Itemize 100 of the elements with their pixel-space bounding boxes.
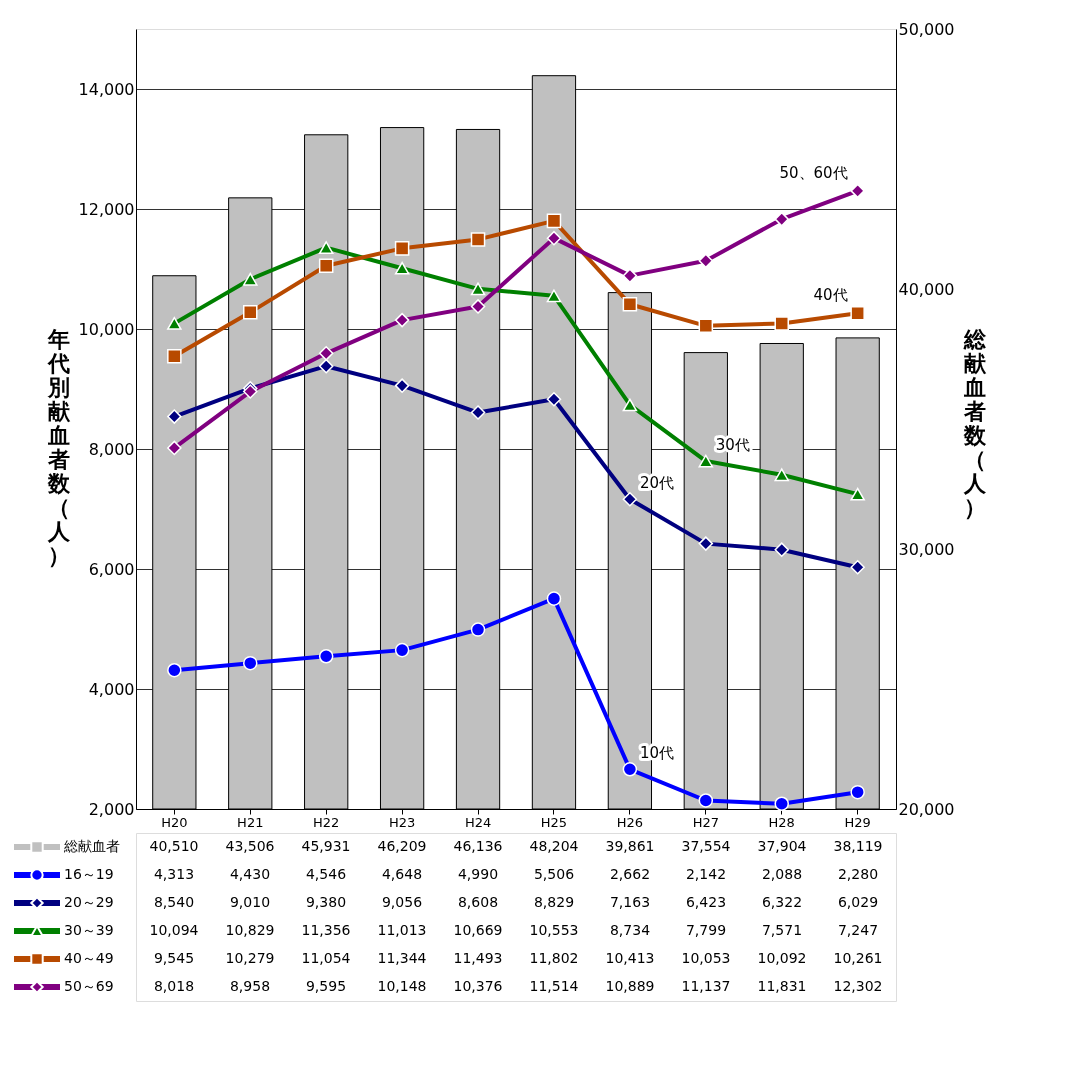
point	[243, 655, 258, 671]
data-label: 4,990	[457, 866, 499, 882]
data-label: 5,506	[533, 866, 575, 882]
y-tick-label: 14,000	[78, 79, 135, 99]
data-label: 6,029	[837, 894, 879, 910]
y2-tick-label: 50,000	[898, 19, 955, 39]
point	[318, 258, 334, 274]
data-label: 8,829	[533, 894, 575, 910]
legend-label: 20～29	[64, 894, 114, 910]
data-label: 45,931	[301, 838, 351, 854]
data-label: 8,734	[609, 922, 651, 938]
point	[394, 261, 410, 275]
data-label: 9,545	[153, 950, 195, 966]
data-label: 46,136	[453, 838, 503, 854]
data-label: 48,204	[529, 838, 579, 854]
data-label: 37,554	[681, 838, 731, 854]
point	[698, 536, 714, 551]
data-label: 11,137	[681, 978, 731, 994]
x-tick-label: H22	[313, 814, 340, 830]
point	[394, 241, 410, 256]
y-tick-label: 6,000	[88, 559, 135, 579]
legend-label: 30～39	[64, 922, 114, 938]
point	[167, 440, 182, 456]
y-tick-label: 8,000	[88, 439, 135, 459]
data-label: 10,092	[757, 950, 807, 966]
data-label: 11,054	[301, 950, 351, 966]
point	[698, 454, 714, 468]
data-label: 10,376	[453, 978, 503, 994]
x-tick-label: H26	[616, 814, 644, 830]
data-label: 10,053	[681, 950, 731, 966]
data-label: 7,247	[837, 922, 879, 938]
point	[774, 468, 789, 482]
data-label: 2,142	[685, 866, 727, 882]
data-label: 8,540	[153, 894, 195, 910]
y2-tick-label: 40,000	[898, 279, 955, 299]
data-label: 40,510	[149, 838, 199, 854]
y2-tick-label: 20,000	[898, 799, 955, 819]
data-label: 7,163	[609, 894, 651, 910]
data-label: 11,013	[377, 922, 427, 938]
point	[622, 762, 638, 777]
legend-label: 総献血者	[63, 838, 120, 854]
point	[318, 648, 334, 664]
point	[470, 299, 486, 314]
data-label: 10,553	[529, 922, 579, 938]
point	[167, 409, 182, 424]
data-label: 10,148	[377, 978, 427, 994]
data-label: 11,344	[377, 950, 427, 966]
y-tick-label: 12,000	[78, 199, 135, 219]
y2-tick-label: 30,000	[898, 539, 955, 559]
data-label: 11,356	[301, 922, 351, 938]
point	[243, 272, 258, 286]
x-tick-label: H27	[692, 814, 719, 830]
point	[850, 183, 865, 199]
point	[774, 796, 789, 811]
x-tick-label: H21	[237, 814, 264, 830]
data-label: 4,546	[305, 866, 347, 882]
point	[470, 405, 486, 420]
data-label: 10,413	[605, 950, 655, 966]
data-label: 6,322	[761, 894, 803, 910]
legend-label: 16～19	[64, 866, 114, 882]
point	[394, 312, 410, 328]
data-label: 37,904	[757, 838, 807, 854]
data-label: 2,662	[609, 866, 651, 882]
data-label: 10,094	[149, 922, 199, 938]
point	[622, 491, 638, 507]
data-label: 7,799	[685, 922, 727, 938]
point	[622, 398, 638, 412]
point	[546, 591, 562, 606]
text: 年代別献血者数（人）	[47, 326, 70, 568]
point	[546, 213, 562, 229]
data-label: 10,261	[833, 950, 883, 966]
point	[698, 318, 714, 334]
legend-label: 50～69	[64, 978, 114, 994]
point	[546, 289, 562, 303]
point	[774, 316, 789, 331]
point	[243, 304, 258, 320]
data-label: 10,889	[605, 978, 655, 994]
point	[850, 784, 865, 800]
annotation: 40代	[813, 286, 848, 305]
x-tick-label: H29	[844, 814, 871, 830]
point	[470, 282, 486, 296]
data-label: 8,018	[153, 978, 195, 994]
point	[698, 253, 714, 269]
x-tick-label: H25	[540, 814, 568, 830]
y2-axis-title: 総献血者数（人）	[962, 326, 987, 520]
data-label: 39,861	[605, 838, 655, 854]
data-label: 4,313	[153, 866, 195, 882]
data-label: 6,423	[685, 894, 727, 910]
data-label: 43,506	[225, 838, 275, 854]
y-tick-label: 2,000	[88, 799, 135, 819]
point	[318, 346, 334, 361]
data-label: 11,514	[529, 978, 579, 994]
data-label: 10,669	[453, 922, 503, 938]
annotation: 50、60代	[779, 163, 848, 182]
data-label: 11,493	[453, 950, 503, 966]
data-label: 4,648	[381, 866, 423, 882]
data-label: 7,571	[761, 922, 803, 938]
data-label: 10,829	[225, 922, 275, 938]
point	[850, 487, 865, 501]
point	[394, 642, 410, 658]
